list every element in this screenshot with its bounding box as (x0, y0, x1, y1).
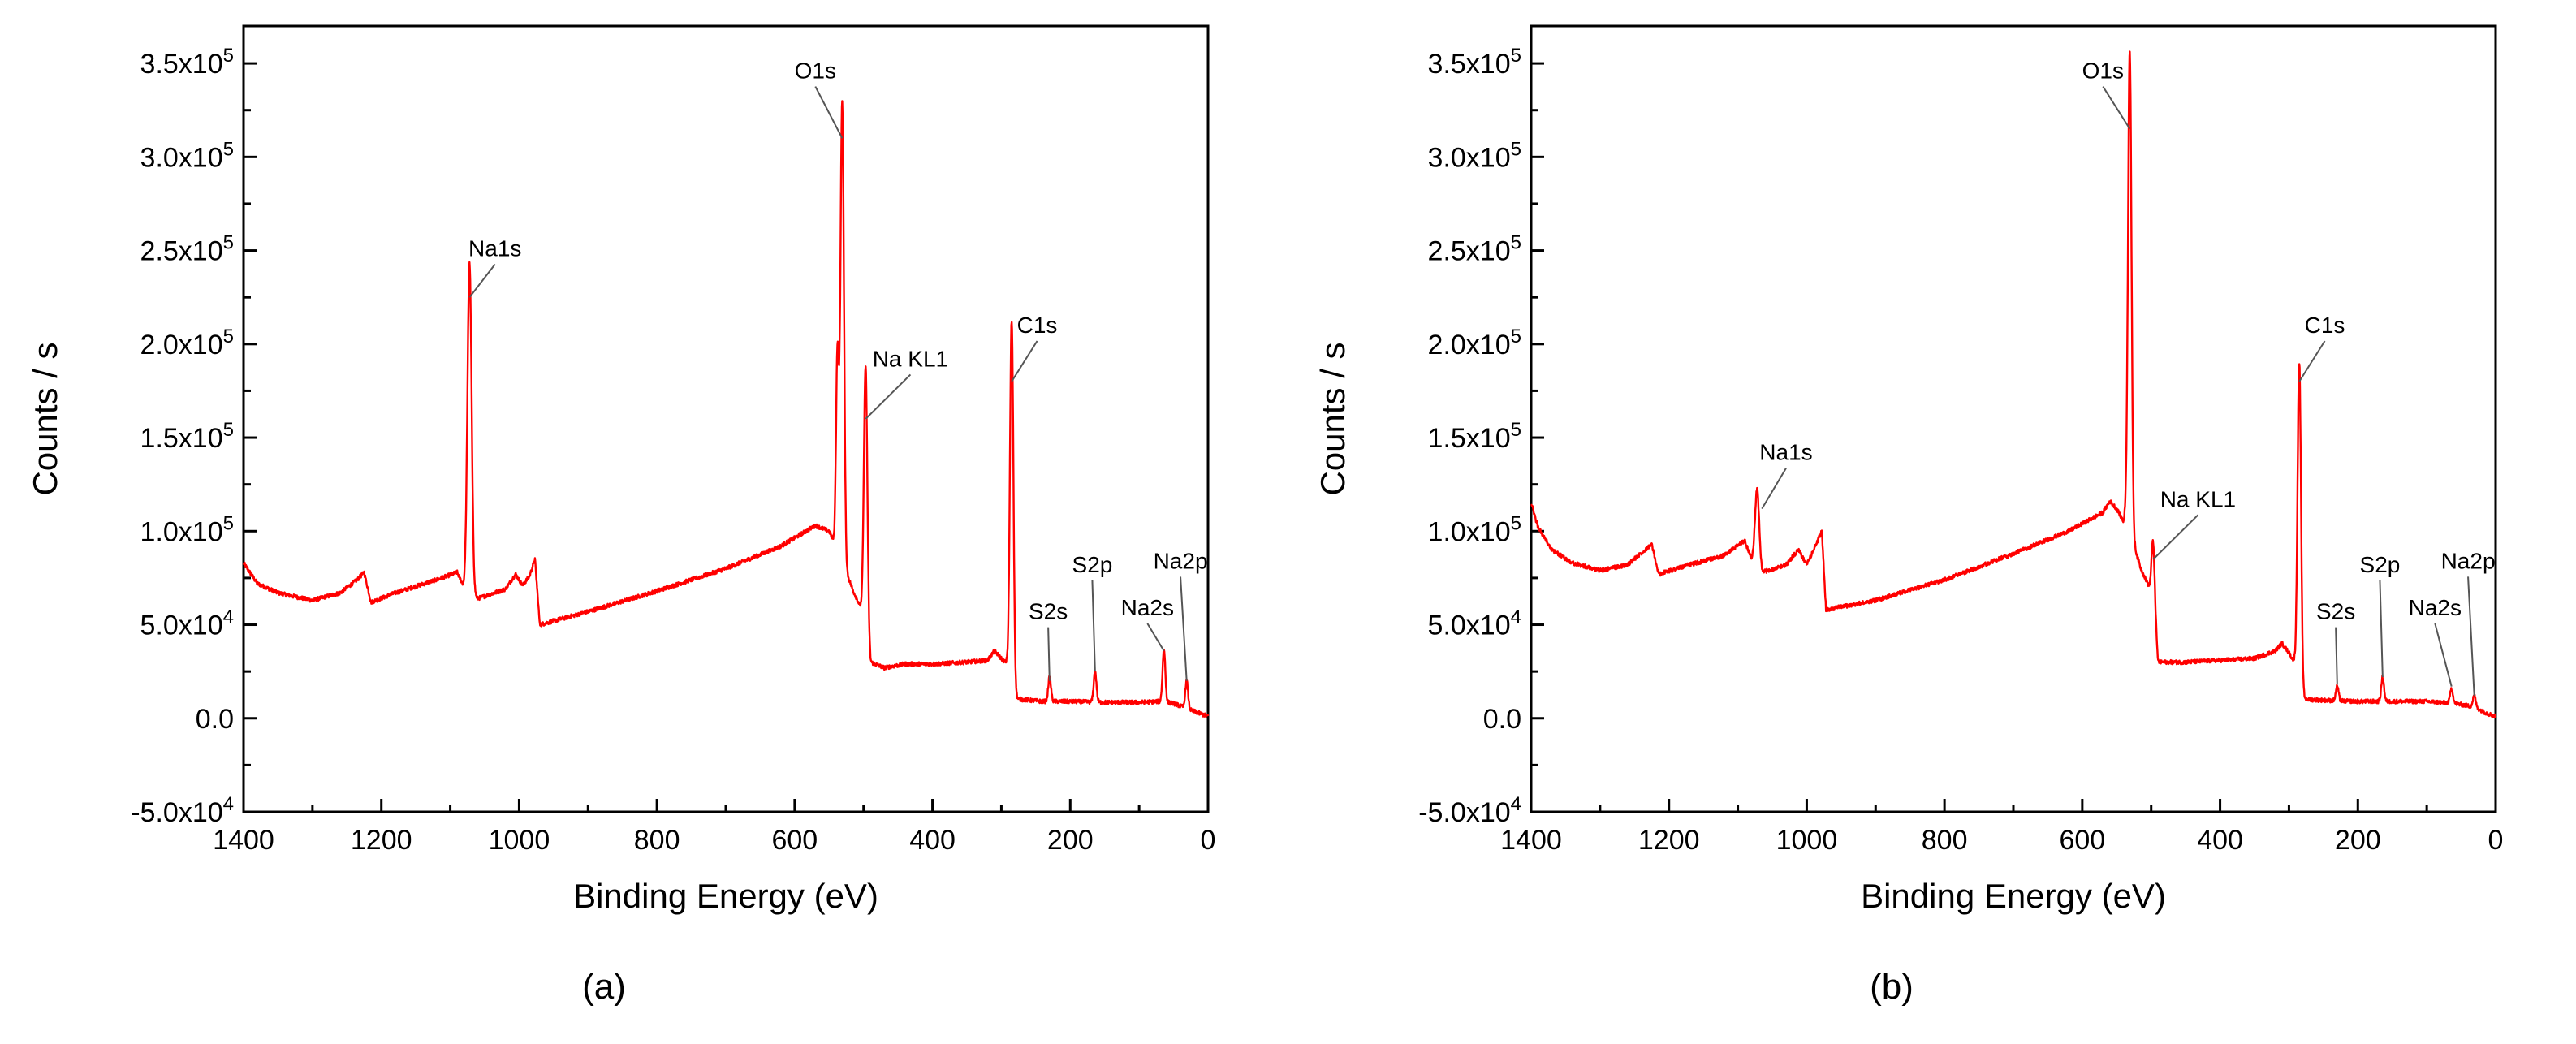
y-tick-label: -5.0x104 (1418, 793, 1521, 828)
plot-frame (242, 24, 1210, 813)
spectrum-line (242, 100, 1210, 718)
y-tick-label: 3.5x105 (140, 45, 234, 80)
y-tick-label: -5.0x104 (131, 793, 234, 828)
peak-leader-line (1146, 623, 1165, 652)
x-tick-label: 600 (2059, 825, 2105, 856)
peak-label: S2s (2316, 599, 2355, 624)
peak-leader-line (1091, 580, 1096, 672)
y-tick-label: 0.0 (1483, 704, 1521, 735)
peak-leader-line (468, 263, 496, 298)
y-tick-label: 3.0x105 (1428, 138, 1521, 173)
peak-label: Na2p (1154, 548, 1208, 573)
peak-label: C1s (1017, 313, 1058, 338)
peak-label: Na2s (1121, 595, 1174, 620)
x-tick-label: 1400 (1500, 825, 1562, 856)
peak-label: S2p (2360, 552, 2401, 577)
y-tick-label: 3.5x105 (1428, 45, 1521, 80)
peak-label: Na KL1 (873, 346, 948, 371)
peak-label: O1s (2082, 58, 2124, 84)
peak-label: S2p (1072, 552, 1113, 577)
peak-leader-line (2102, 85, 2131, 130)
x-tick-label: 1200 (351, 825, 412, 856)
peak-label: Na2s (2409, 595, 2462, 620)
x-tick-label: 200 (1047, 825, 1094, 856)
x-tick-label: 200 (2335, 825, 2381, 856)
figure-panel-a: 1400 1200 1000 800 600 400 200 0 -5.0x104 0.0 5.0x… (26, 24, 1216, 1007)
x-tick-label: 0 (1201, 825, 1216, 856)
x-tick-label: 1000 (489, 825, 550, 856)
x-tick-label: 1400 (213, 825, 274, 856)
peak-label: Na1s (468, 235, 521, 261)
xps-spectrum-chart-a: 1400 1200 1000 800 600 400 200 0 -5.0x104 0.0 5.0x… (26, 24, 1216, 1007)
x-axis-title: Binding Energy (eV) (573, 877, 878, 915)
peak-leader-line (1047, 627, 1051, 681)
x-tick-label: 400 (2197, 825, 2243, 856)
peak-leader-line (1180, 576, 1188, 681)
x-tick-label: 800 (1922, 825, 1968, 856)
x-tick-label: 800 (634, 825, 680, 856)
y-tick-label: 1.5x105 (140, 419, 234, 454)
y-axis-title: Counts / s (1314, 342, 1352, 495)
peak-leader-line (2298, 340, 2326, 382)
y-tick-label: 0.0 (196, 704, 234, 735)
peak-label: O1s (795, 58, 836, 84)
y-tick-label: 2.0x105 (140, 326, 234, 360)
y-tick-label: 3.0x105 (140, 138, 234, 173)
y-axis-title: Counts / s (26, 342, 64, 495)
y-tick-label: 1.5x105 (1428, 419, 1521, 454)
peak-leader-line (814, 86, 844, 139)
plot-frame (1530, 24, 2497, 813)
x-tick-label: 1000 (1776, 825, 1838, 856)
peak-leader-line (2467, 576, 2475, 697)
peak-leader-line (865, 373, 912, 420)
y-tick-label: 5.0x104 (140, 606, 234, 641)
peak-label: S2s (1029, 599, 1068, 624)
peak-label: Na1s (1759, 440, 1812, 465)
y-tick-label: 2.5x105 (1428, 232, 1521, 267)
y-tick-label: 1.0x105 (140, 512, 234, 547)
xps-spectrum-chart-b: 1400 1200 1000 800 600 400 200 0 -5.0x104 0.0 5.0x… (1314, 24, 2504, 1007)
x-tick-label: 0 (2488, 825, 2504, 856)
x-tick-label: 600 (771, 825, 818, 856)
peak-leader-line (1011, 340, 1038, 382)
peak-leader-line (1761, 468, 1787, 510)
x-tick-label: 1200 (1638, 825, 1700, 856)
figure-panel-b: 1400 1200 1000 800 600 400 200 0 -5.0x104 0.0 5.0x… (1288, 0, 2575, 1044)
peak-label: Na2p (2441, 548, 2496, 573)
peak-leader-line (2379, 580, 2384, 678)
figure-caption: (b) (1870, 967, 1914, 1007)
y-tick-label: 2.0x105 (1428, 326, 1521, 360)
peak-leader-line (2335, 627, 2338, 685)
peak-leader-line (2152, 514, 2199, 560)
peak-leader-line (2434, 623, 2453, 687)
spectrum-line (1530, 50, 2497, 719)
x-tick-label: 400 (909, 825, 956, 856)
y-tick-label: 5.0x104 (1428, 606, 1521, 641)
peak-label: Na KL1 (2160, 486, 2236, 511)
figure-caption: (a) (582, 967, 626, 1007)
peak-label: C1s (2305, 313, 2345, 338)
x-axis-title: Binding Energy (eV) (1861, 877, 2166, 915)
y-tick-label: 1.0x105 (1428, 512, 1521, 547)
y-tick-label: 2.5x105 (140, 232, 234, 267)
